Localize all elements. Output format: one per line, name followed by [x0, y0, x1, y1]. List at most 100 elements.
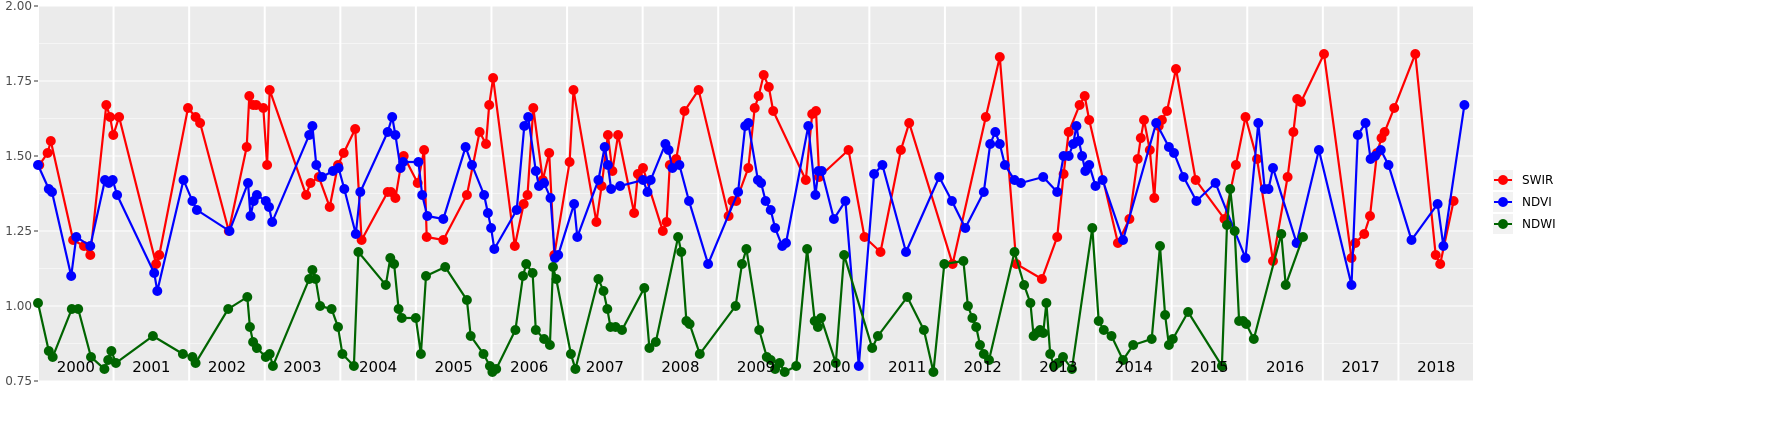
- swir-point: [568, 85, 579, 95]
- swir-point: [154, 250, 165, 260]
- swir-point: [1052, 232, 1063, 242]
- ndwi-point: [741, 244, 752, 254]
- ndvi-point: [152, 286, 163, 296]
- ndwi-point: [830, 358, 841, 368]
- ndwi-point: [527, 268, 538, 278]
- swir-point: [105, 112, 116, 122]
- ndwi-point: [333, 322, 343, 332]
- ndwi-point: [33, 298, 43, 308]
- ndvi-point: [645, 175, 656, 185]
- ndvi-point: [1052, 187, 1063, 197]
- ndwi-point: [694, 349, 705, 359]
- ndvi-point: [684, 196, 694, 206]
- ndwi-point: [478, 349, 489, 359]
- ndwi-point: [754, 325, 765, 335]
- swir-point: [1135, 133, 1146, 143]
- ndwi-point: [147, 331, 158, 341]
- y-tick-label: 2.00: [5, 0, 32, 13]
- ndwi-point: [1025, 298, 1036, 308]
- swir-point: [101, 100, 112, 110]
- ndwi-point: [971, 322, 982, 332]
- ndvi-point: [482, 208, 493, 218]
- ndvi-point: [1438, 241, 1449, 251]
- ndwi-point: [518, 271, 528, 281]
- ndvi-point: [703, 259, 714, 269]
- ndwi-point: [242, 292, 253, 302]
- swir-point: [800, 175, 811, 185]
- ndvi-point: [66, 271, 77, 281]
- swir-point: [301, 190, 312, 200]
- ndwi-point: [1098, 325, 1109, 335]
- ndwi-point: [1298, 232, 1308, 242]
- ndvi-point: [770, 223, 781, 233]
- ndwi-point: [1106, 331, 1117, 341]
- year-label: 2013: [1039, 358, 1077, 376]
- ndvi-point: [224, 226, 235, 236]
- ndwi-point: [602, 304, 613, 314]
- ndvi-point: [1169, 148, 1179, 158]
- ndwi-point: [684, 319, 695, 329]
- ndvi-point: [642, 187, 653, 197]
- ndvi-point: [593, 175, 604, 185]
- ndvi-point: [417, 190, 428, 200]
- ndvi-point: [602, 160, 613, 170]
- ndwi-point: [86, 352, 96, 362]
- ndwi-point: [774, 358, 785, 368]
- ndvi-point: [1097, 175, 1108, 185]
- ndvi-point: [743, 118, 754, 128]
- series-layer: [33, 49, 1470, 377]
- ndwi-point: [570, 364, 581, 374]
- swir-point: [1379, 127, 1390, 137]
- legend-key-point: [1498, 197, 1508, 207]
- ndvi-point: [511, 205, 522, 215]
- year-label: 2017: [1342, 358, 1380, 376]
- y-tick-label: 1.00: [5, 299, 32, 313]
- swir-point: [484, 100, 495, 110]
- ndvi-point: [545, 193, 556, 203]
- swir-point: [544, 148, 555, 158]
- ndvi-point: [1406, 235, 1417, 245]
- ndvi-point: [519, 121, 530, 131]
- ndwi-point: [353, 247, 364, 257]
- year-label: 2005: [435, 358, 473, 376]
- ndwi-point: [918, 325, 929, 335]
- ndvi-point: [1253, 118, 1264, 128]
- ndvi-point: [615, 181, 626, 191]
- ndwi-point: [544, 340, 555, 350]
- year-label: 2018: [1417, 358, 1455, 376]
- ndvi-point: [781, 238, 791, 248]
- swir-point: [522, 190, 533, 200]
- ndvi-point: [387, 112, 398, 122]
- ndvi-point: [960, 223, 971, 233]
- year-labels: 2000 2001 2002 2003 2004 2005 2006 2007 2008 2009…: [57, 358, 1456, 376]
- ndwi-point: [103, 355, 114, 365]
- ndwi-point: [779, 367, 790, 377]
- y-axis: 0.75 1.00 1.25 1.50 1.75 2.00: [5, 0, 38, 388]
- ndvi-point: [1352, 130, 1363, 140]
- ndvi-point: [1191, 196, 1202, 206]
- swir-point: [758, 70, 769, 80]
- swir-point: [108, 130, 119, 140]
- ndwi-point: [177, 349, 188, 359]
- ndvi-point: [810, 190, 821, 200]
- ndvi-point: [606, 184, 617, 194]
- swir-point: [1230, 160, 1241, 170]
- year-label: 2001: [132, 358, 170, 376]
- swir-point: [859, 232, 870, 242]
- ndvi-point: [869, 169, 880, 179]
- ndwi-point: [967, 313, 978, 323]
- year-label: 2007: [586, 358, 624, 376]
- swir-point: [768, 106, 779, 116]
- ndvi-point: [760, 196, 771, 206]
- swir-point: [657, 226, 668, 236]
- ndwi-point: [565, 349, 576, 359]
- legend-label-ndwi: NDWI: [1522, 217, 1556, 231]
- ndvi-point: [1038, 172, 1049, 182]
- ndwi-point: [984, 355, 994, 365]
- ndwi-point: [639, 283, 650, 293]
- swir-point: [1190, 175, 1201, 185]
- year-label: 2000: [57, 358, 95, 376]
- ndvi-point: [382, 127, 393, 137]
- ndwi-point: [816, 313, 827, 323]
- ndwi-point: [106, 346, 117, 356]
